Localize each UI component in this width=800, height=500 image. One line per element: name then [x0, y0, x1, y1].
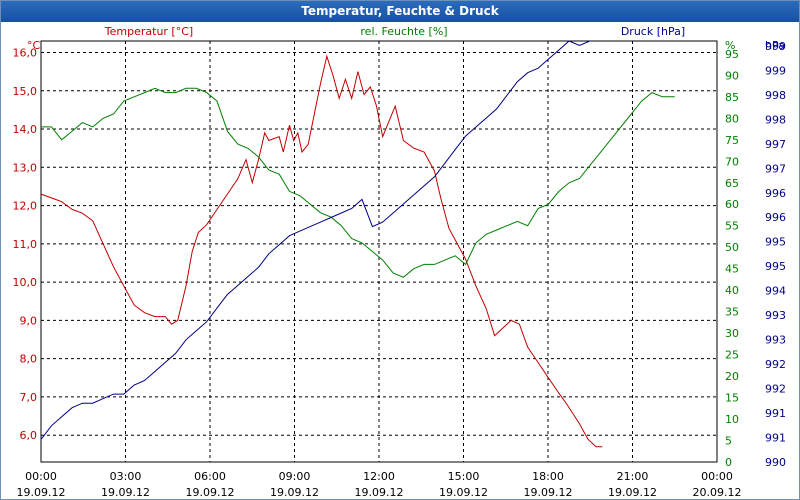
- pressure-tick-label: 995: [765, 260, 786, 273]
- pressure-tick-label: 991: [765, 407, 786, 420]
- humidity-unit: %: [725, 39, 735, 52]
- x-tick-time: 18:00: [532, 470, 564, 483]
- pressure-tick-label: 992: [765, 383, 786, 396]
- x-tick-time: 15:00: [448, 470, 480, 483]
- humidity-tick-label: 65: [725, 177, 739, 190]
- x-tick-date: 19.09.12: [270, 486, 319, 499]
- temperature-tick-label: 14,0: [13, 123, 38, 136]
- x-tick-time: 03:00: [110, 470, 142, 483]
- humidity-tick-label: 85: [725, 91, 739, 104]
- humidity-tick-label: 20: [725, 370, 739, 383]
- humidity-series-line: [41, 87, 675, 278]
- temperature-tick-label: 16,0: [13, 46, 38, 59]
- x-tick-date: 19.09.12: [608, 486, 657, 499]
- temperature-unit: °C: [27, 39, 41, 52]
- x-tick-time: 12:00: [363, 470, 395, 483]
- humidity-tick-label: 95: [725, 48, 739, 61]
- temperature-tick-label: 7,0: [20, 391, 38, 404]
- humidity-tick-label: 40: [725, 284, 739, 297]
- temperature-series-line: [40, 54, 603, 448]
- x-tick-date: 19.09.12: [186, 486, 235, 499]
- x-tick-time: 00:00: [25, 470, 57, 483]
- pressure-tick-label: 992: [765, 358, 786, 371]
- humidity-tick-label: 55: [725, 220, 739, 233]
- humidity-axis-label: rel. Feuchte [%]: [360, 25, 447, 38]
- pressure-tick-label: 997: [765, 138, 786, 151]
- x-tick-date: 19.09.12: [17, 486, 66, 499]
- temperature-tick-label: 13,0: [13, 161, 38, 174]
- x-tick-time: 09:00: [279, 470, 311, 483]
- humidity-tick-label: 45: [725, 263, 739, 276]
- humidity-tick-label: 80: [725, 112, 739, 125]
- x-tick-time: 06:00: [194, 470, 226, 483]
- tick-labels: 6,0 7,0 8,0 9,0 10,0 11,0 12,0 13,0 14,0 15,0 16,0…: [13, 40, 787, 499]
- x-tick-date: 19.09.12: [524, 486, 573, 499]
- pressure-tick-label: 999: [765, 64, 786, 77]
- humidity-tick-label: 25: [725, 349, 739, 362]
- temperature-tick-label: 11,0: [13, 238, 38, 251]
- humidity-tick-label: 0: [725, 456, 732, 469]
- pressure-tick-label: 999: [765, 40, 786, 53]
- humidity-tick-label: 90: [725, 69, 739, 82]
- x-tick-time: 00:00: [701, 470, 733, 483]
- humidity-tick-label: 10: [725, 413, 739, 426]
- humidity-tick-label: 60: [725, 198, 739, 211]
- window-title: Temperatur, Feuchte & Druck: [1, 1, 799, 22]
- humidity-tick-label: 15: [725, 392, 739, 405]
- series-layer: [40, 40, 675, 448]
- humidity-tick-label: 35: [725, 306, 739, 319]
- temperature-tick-label: 10,0: [13, 276, 38, 289]
- pressure-axis-label: Druck [hPa]: [621, 25, 685, 38]
- temperature-tick-label: 8,0: [20, 353, 38, 366]
- pressure-tick-label: 993: [765, 309, 786, 322]
- temperature-tick-label: 6,0: [20, 429, 38, 442]
- pressure-tick-label: 996: [765, 211, 786, 224]
- humidity-tick-label: 75: [725, 134, 739, 147]
- pressure-unit: hPa: [765, 39, 785, 52]
- x-tick-time: 21:00: [617, 470, 649, 483]
- pressure-tick-label: 991: [765, 432, 786, 445]
- temperature-tick-label: 9,0: [20, 314, 38, 327]
- humidity-tick-label: 30: [725, 327, 739, 340]
- pressure-tick-label: 998: [765, 89, 786, 102]
- pressure-tick-label: 997: [765, 162, 786, 175]
- x-tick-date: 20.09.12: [693, 486, 742, 499]
- humidity-tick-label: 50: [725, 241, 739, 254]
- pressure-tick-label: 995: [765, 236, 786, 249]
- humidity-tick-label: 5: [725, 435, 732, 448]
- grid: [41, 41, 717, 462]
- temperature-axis-label: Temperatur [°C]: [104, 25, 193, 38]
- x-tick-date: 19.09.12: [355, 486, 404, 499]
- x-tick-date: 19.09.12: [439, 486, 488, 499]
- x-tick-date: 19.09.12: [101, 486, 150, 499]
- pressure-tick-label: 998: [765, 113, 786, 126]
- pressure-tick-label: 990: [765, 456, 786, 469]
- pressure-series-line: [40, 40, 591, 440]
- temperature-tick-label: 15,0: [13, 85, 38, 98]
- pressure-tick-label: 994: [765, 285, 786, 298]
- temperature-tick-label: 12,0: [13, 200, 38, 213]
- pressure-tick-label: 996: [765, 187, 786, 200]
- pressure-tick-label: 993: [765, 334, 786, 347]
- humidity-tick-label: 70: [725, 155, 739, 168]
